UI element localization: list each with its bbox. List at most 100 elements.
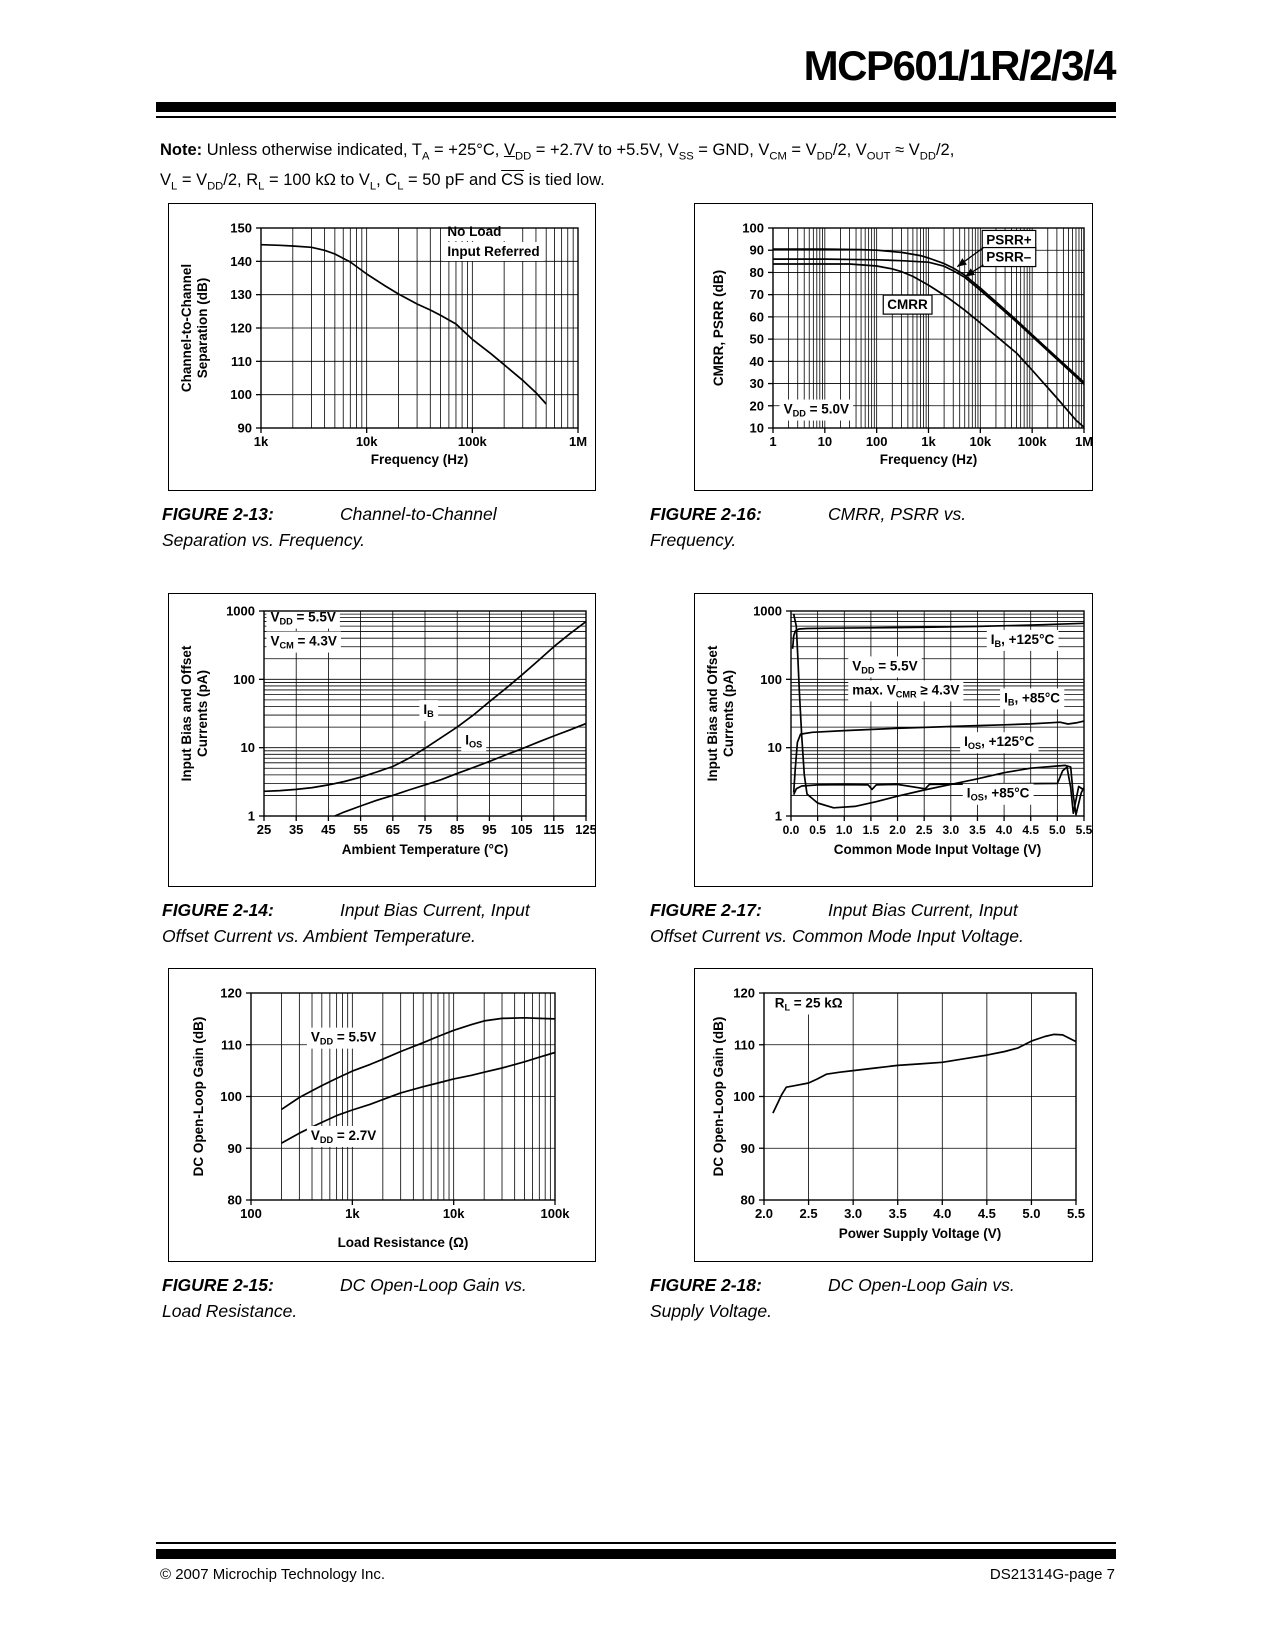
svg-text:110: 110 <box>734 1037 755 1052</box>
series-open-loop-gain <box>772 1033 1077 1114</box>
svg-text:100: 100 <box>733 1089 755 1104</box>
chart-canvas-2-15: VDD = 5.5V VDD = 2.7V 100 1k 10k 100k 80 90 100 1… <box>191 986 571 1251</box>
annotation-ib-125c-label: IB, +125°C <box>991 632 1055 649</box>
note-line1: Unless otherwise indicated, TA = +25°C, … <box>206 141 955 163</box>
series-vdd-2v7 <box>281 1051 556 1144</box>
chart-canvas-2-13: No Load Input Referred 1k 10k 100k 1M 90 100 110… <box>179 221 587 468</box>
svg-text:2.0: 2.0 <box>755 1206 773 1221</box>
conditions-note: Note: Unless otherwise indicated, TA = +… <box>160 138 1065 199</box>
svg-text:90: 90 <box>750 243 764 258</box>
y-axis-title: Channel-to-Channel Separation (dB) <box>179 264 210 392</box>
series-cmrr <box>773 263 1085 428</box>
svg-text:80: 80 <box>750 265 764 280</box>
chart-box-2-14: VDD = 5.5V VCM = 4.3V IB IOS 25 35 45 55 65 75 85 9… <box>168 593 596 887</box>
series-psrr-plus <box>773 248 1085 384</box>
svg-text:80: 80 <box>228 1193 242 1208</box>
annotation-cmrr-label: CMRR <box>887 297 928 312</box>
svg-text:1000: 1000 <box>753 604 782 619</box>
svg-text:5.5: 5.5 <box>1067 1206 1085 1221</box>
annotation-conditions-note: VCM = 4.3V <box>270 634 336 651</box>
svg-text:1: 1 <box>775 809 782 824</box>
svg-text:95: 95 <box>482 822 496 837</box>
svg-text:100: 100 <box>230 387 252 402</box>
series-ib-85c <box>792 720 1085 793</box>
svg-text:1k: 1k <box>921 434 936 449</box>
annotation-psrr-plus-label: PSRR+ <box>986 232 1032 247</box>
figure-2-15: VDD = 5.5V VDD = 2.7V 100 1k 10k 100k 80 90 100 1… <box>162 968 596 1262</box>
x-axis-title: Power Supply Voltage (V) <box>839 1226 1002 1241</box>
x-axis-title: Load Resistance (Ω) <box>338 1235 469 1250</box>
svg-text:10k: 10k <box>356 434 378 449</box>
series-ios-125c <box>792 613 1085 816</box>
svg-text:125: 125 <box>575 822 595 837</box>
annotation-rl-condition: RL = 25 kΩ <box>775 995 843 1012</box>
annotation-no-load-note: Input Referred <box>447 244 539 259</box>
svg-text:2.5: 2.5 <box>916 823 933 837</box>
svg-text:65: 65 <box>386 822 400 837</box>
note-label: Note: <box>160 141 203 159</box>
annotation-psrr-minus-label: PSRR– <box>986 250 1032 265</box>
chart-box-2-17: VDD = 5.5V max. VCMR ≥ 4.3V IB, +125°C IB, … <box>694 593 1093 887</box>
svg-text:50: 50 <box>750 332 764 347</box>
svg-text:DC Open-Loop Gain (dB): DC Open-Loop Gain (dB) <box>191 1017 206 1177</box>
svg-text:40: 40 <box>750 354 764 369</box>
svg-text:90: 90 <box>741 1141 755 1156</box>
y-axis-title: CMRR, PSRR (dB) <box>711 270 726 386</box>
series-input-bias-current <box>263 620 587 793</box>
caption-2-15: FIGURE 2-15: DC Open-Loop Gain vs. Load Re… <box>162 1275 527 1321</box>
svg-text:Channel-to-Channel: Channel-to-Channel <box>179 264 194 392</box>
svg-text:1000: 1000 <box>226 604 255 619</box>
svg-text:4.5: 4.5 <box>978 1206 996 1221</box>
svg-text:100k: 100k <box>458 434 488 449</box>
svg-text:Currents (pA): Currents (pA) <box>721 670 736 757</box>
y-axis-title: Input Bias and Offset Currents (pA) <box>705 645 736 781</box>
figure-2-17: VDD = 5.5V max. VCMR ≥ 4.3V IB, +125°C IB, … <box>650 593 1093 887</box>
svg-text:55: 55 <box>353 822 367 837</box>
svg-text:3.0: 3.0 <box>942 823 959 837</box>
svg-text:Currents (pA): Currents (pA) <box>195 670 210 757</box>
svg-text:105: 105 <box>511 822 533 837</box>
svg-text:100k: 100k <box>541 1206 571 1221</box>
page-title: MCP601/1R/2/3/4 <box>803 42 1117 89</box>
svg-text:4.0: 4.0 <box>933 1206 951 1221</box>
svg-text:115: 115 <box>543 822 564 837</box>
figure-2-18: RL = 25 kΩ 2.0 2.5 3.0 3.5 4.0 4.5 5.0 5.5 80 90 10… <box>650 968 1093 1262</box>
footer-rule-thin <box>156 1542 1116 1544</box>
annotation-conditions-note: VDD = 5.5V <box>270 610 335 627</box>
annotation-ios-label: IOS <box>465 732 482 749</box>
x-axis-title: Frequency (Hz) <box>880 452 978 467</box>
svg-text:1M: 1M <box>569 434 587 449</box>
svg-text:5.5: 5.5 <box>1076 823 1092 837</box>
figure-2-16: PSRR+ PSRR– CMRR VDD = 5.0V 1 10 100 1k 10k 100k 1… <box>650 203 1093 491</box>
svg-text:3.5: 3.5 <box>889 1206 907 1221</box>
chart-box-2-18: RL = 25 kΩ 2.0 2.5 3.0 3.5 4.0 4.5 5.0 5.5 80 90 10… <box>694 968 1093 1262</box>
note-line2: VL = VDD/2, RL = 100 kΩ to VL, CL = 50 p… <box>160 171 605 193</box>
series-psrr-minus <box>773 258 1085 385</box>
annotation-ib-label: IB <box>423 702 434 719</box>
svg-text:100: 100 <box>220 1089 242 1104</box>
svg-text:3.0: 3.0 <box>844 1206 862 1221</box>
svg-text:1: 1 <box>248 809 255 824</box>
svg-text:70: 70 <box>750 287 764 302</box>
figure-2-14: VDD = 5.5V VCM = 4.3V IB IOS 25 35 45 55 65 75 85 9… <box>162 593 596 887</box>
svg-text:140: 140 <box>230 254 252 269</box>
svg-text:2.0: 2.0 <box>889 823 906 837</box>
svg-text:45: 45 <box>321 822 335 837</box>
series-ios-85c <box>792 766 1085 815</box>
svg-text:4.0: 4.0 <box>996 823 1013 837</box>
svg-text:0.5: 0.5 <box>809 823 826 837</box>
svg-text:35: 35 <box>289 822 303 837</box>
svg-text:5.0: 5.0 <box>1022 1206 1040 1221</box>
annotation-conditions-note: max. VCMR ≥ 4.3V <box>852 682 959 699</box>
svg-text:10: 10 <box>750 421 764 436</box>
svg-text:5.0: 5.0 <box>1049 823 1066 837</box>
svg-text:10: 10 <box>818 434 832 449</box>
chart-canvas-2-17: VDD = 5.5V max. VCMR ≥ 4.3V IB, +125°C IB, … <box>705 604 1092 858</box>
svg-text:1k: 1k <box>254 434 269 449</box>
annotation-ib-85c-label: IB, +85°C <box>1004 690 1060 707</box>
svg-text:100: 100 <box>760 672 782 687</box>
chart-box-2-16: PSRR+ PSRR– CMRR VDD = 5.0V 1 10 100 1k 10k 100k 1… <box>694 203 1093 491</box>
svg-text:110: 110 <box>221 1037 242 1052</box>
annotation-no-load-note: No Load <box>447 224 501 239</box>
svg-text:100: 100 <box>742 221 764 236</box>
